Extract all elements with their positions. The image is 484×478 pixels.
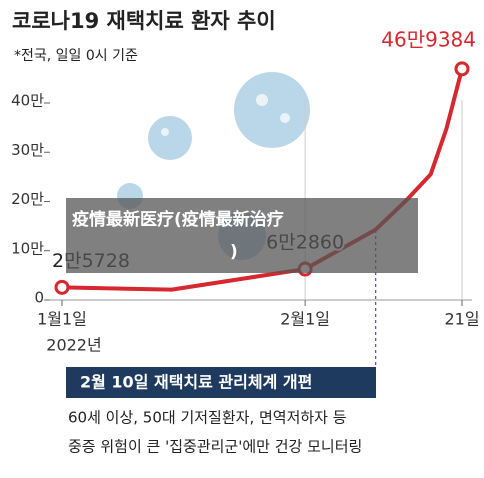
- annotation-banner: [66, 367, 376, 398]
- x-tick-label: 1월1일: [37, 310, 87, 329]
- point: [454, 61, 470, 77]
- virus-spots: [161, 94, 290, 136]
- x-tick-label: 21일: [444, 310, 479, 329]
- y-tick-label: 0: [34, 289, 44, 307]
- annotation-note: 60세 이상, 50대 기저질환자, 면역저하자 등: [68, 409, 347, 427]
- x-tick-sublabel: 2022년: [46, 336, 101, 355]
- annotation-label: 2월 10일 재택치료 관리체계 개편: [80, 373, 312, 392]
- y-tick-label: 40만: [11, 92, 44, 110]
- overlay-text: ): [230, 242, 238, 262]
- overlay-box: [66, 198, 418, 273]
- point: [54, 279, 70, 295]
- y-tick-label: 10만: [11, 239, 44, 257]
- y-tick-label: 30만: [11, 141, 44, 159]
- annotation-note: 중증 위험이 큰 '집중관리군'에만 건강 모니터링: [68, 438, 362, 456]
- overlay-text: 疫情最新医疗(疫情最新治疗: [72, 209, 284, 230]
- data-label: 46만9384: [381, 27, 476, 51]
- chart-subtitle: *전국, 일일 0시 기준: [14, 48, 138, 64]
- y-tick-label: 20만: [11, 190, 44, 208]
- chart-title: 코로나19 재택치료 환자 추이: [12, 9, 276, 33]
- x-tick-label: 2월1일: [280, 310, 330, 329]
